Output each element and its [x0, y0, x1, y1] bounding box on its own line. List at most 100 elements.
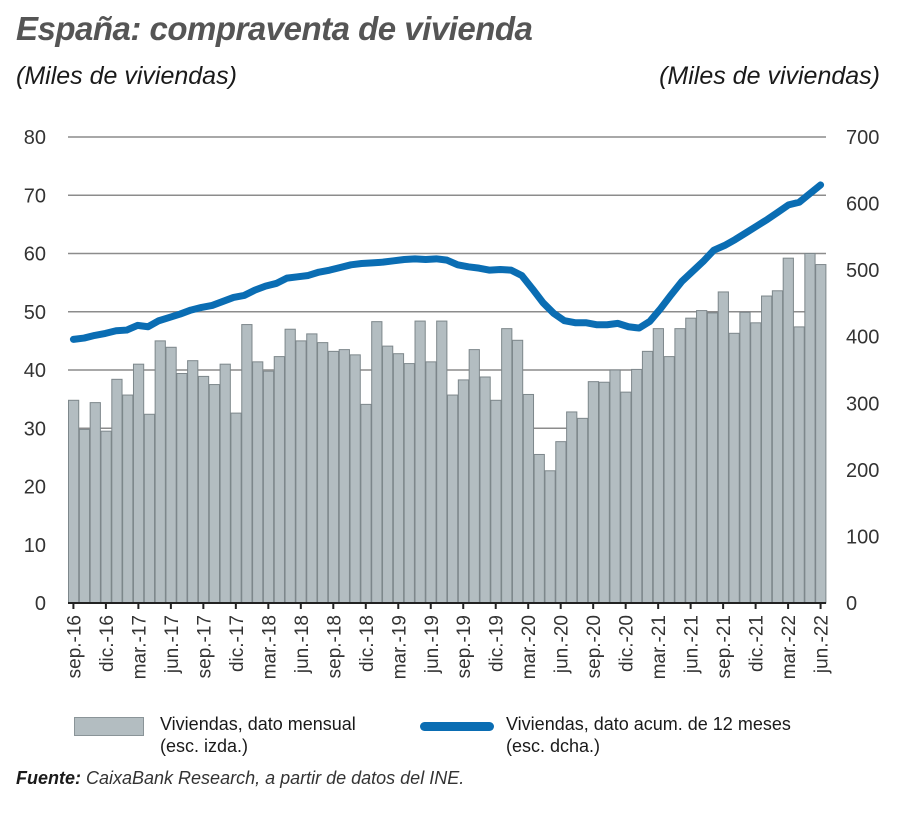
x-tick-label: dic.-20 [617, 615, 638, 672]
bar [382, 345, 394, 604]
bar [728, 332, 740, 604]
bar [78, 428, 91, 604]
bar [641, 350, 654, 604]
bar [696, 310, 708, 604]
bar [327, 350, 340, 604]
x-tick-label: mar.-17 [129, 615, 150, 679]
x-tick-label: jun.-17 [162, 615, 183, 674]
x-tick-label: dic.-19 [487, 615, 508, 672]
bar [522, 393, 535, 604]
right-tick-label: 600 [846, 194, 879, 216]
x-tick-label: mar.-22 [779, 615, 800, 679]
x-tick-label: jun.-19 [422, 615, 443, 674]
bar [241, 324, 253, 604]
left-tick-label: 0 [35, 593, 46, 615]
left-tick-label: 70 [24, 185, 46, 207]
bar [511, 339, 524, 604]
bar [425, 361, 437, 604]
bar [447, 394, 459, 604]
bar [262, 370, 275, 604]
right-tick-label: 300 [846, 393, 879, 415]
right-tick-label: 200 [846, 460, 879, 482]
x-tick-label: mar.-20 [519, 615, 540, 679]
bar [457, 379, 470, 604]
bar [284, 328, 296, 604]
right-tick-label: 700 [846, 127, 879, 149]
bar [706, 312, 719, 604]
bar [771, 290, 784, 604]
x-tick-label: jun.-21 [682, 615, 703, 674]
bar [501, 328, 513, 604]
bar [360, 403, 372, 604]
legend-line-swatch-icon [420, 722, 494, 731]
bar [403, 363, 415, 604]
left-tick-label: 60 [24, 244, 46, 266]
right-axis-ticks: 0 100 200 300 400 500 600 700 [846, 127, 879, 615]
x-tick-label: sep.-16 [64, 615, 85, 678]
bar [143, 413, 156, 604]
bar [295, 340, 307, 604]
bar [479, 376, 491, 604]
x-tick-label: sep.-17 [194, 615, 215, 678]
x-tick-label: mar.-18 [259, 615, 280, 679]
bar [555, 441, 567, 604]
bar [674, 328, 686, 604]
left-tick-label: 30 [24, 418, 46, 440]
bar [252, 361, 264, 604]
x-tick-label: jun.-22 [812, 615, 833, 674]
left-axis-unit-label: (Miles de viviendas) [16, 62, 237, 90]
bar [273, 356, 285, 604]
left-tick-label: 80 [24, 127, 46, 149]
bar [663, 356, 675, 604]
bar [176, 372, 188, 604]
bar [154, 340, 166, 604]
legend-line-sublabel: (esc. dcha.) [506, 736, 601, 756]
bar [338, 349, 350, 604]
legend-bars-label: Viviendas, dato mensual [160, 714, 356, 734]
bar [490, 399, 502, 604]
chart-title: España: compraventa de vivienda [16, 10, 533, 47]
bar [132, 363, 145, 604]
source-note: Fuente: CaixaBank Research, a partir de … [16, 768, 464, 789]
bar [89, 402, 101, 604]
bar [793, 326, 805, 604]
bar [208, 384, 220, 604]
left-axis-ticks: 0 10 20 30 40 50 60 70 80 [24, 127, 46, 615]
axes [68, 602, 826, 609]
line-series [69, 181, 825, 343]
bar [468, 349, 480, 604]
bar [782, 257, 794, 604]
bar [100, 430, 112, 604]
bar-series [68, 253, 827, 604]
right-tick-label: 500 [846, 260, 879, 282]
legend-item-line: Viviendas, dato acum. de 12 meses (esc. … [420, 713, 791, 757]
source-label: Fuente: [16, 768, 81, 788]
x-tick-label: sep.-18 [324, 615, 345, 678]
left-tick-label: 40 [24, 360, 46, 382]
bar [436, 320, 448, 604]
right-tick-label: 0 [846, 593, 857, 615]
bar [609, 369, 621, 604]
bar [165, 346, 177, 604]
bar [631, 368, 643, 604]
x-tick-label: dic.-17 [227, 615, 248, 672]
legend-bar-swatch-icon [74, 717, 144, 736]
bar [349, 354, 361, 604]
bar [685, 317, 697, 604]
bar [68, 399, 80, 604]
left-tick-label: 50 [24, 302, 46, 324]
bar [804, 253, 816, 604]
bar [197, 375, 210, 604]
bar [317, 342, 329, 604]
right-tick-label: 400 [846, 327, 879, 349]
bar [598, 381, 610, 604]
x-tick-label: jun.-20 [552, 615, 573, 674]
bar [620, 391, 632, 604]
right-tick-label: 100 [846, 526, 879, 548]
bar [306, 333, 318, 604]
bar [533, 453, 545, 604]
bar [122, 394, 134, 604]
x-tick-label: dic.-21 [747, 615, 768, 672]
bar [371, 321, 383, 604]
bar [219, 363, 231, 604]
